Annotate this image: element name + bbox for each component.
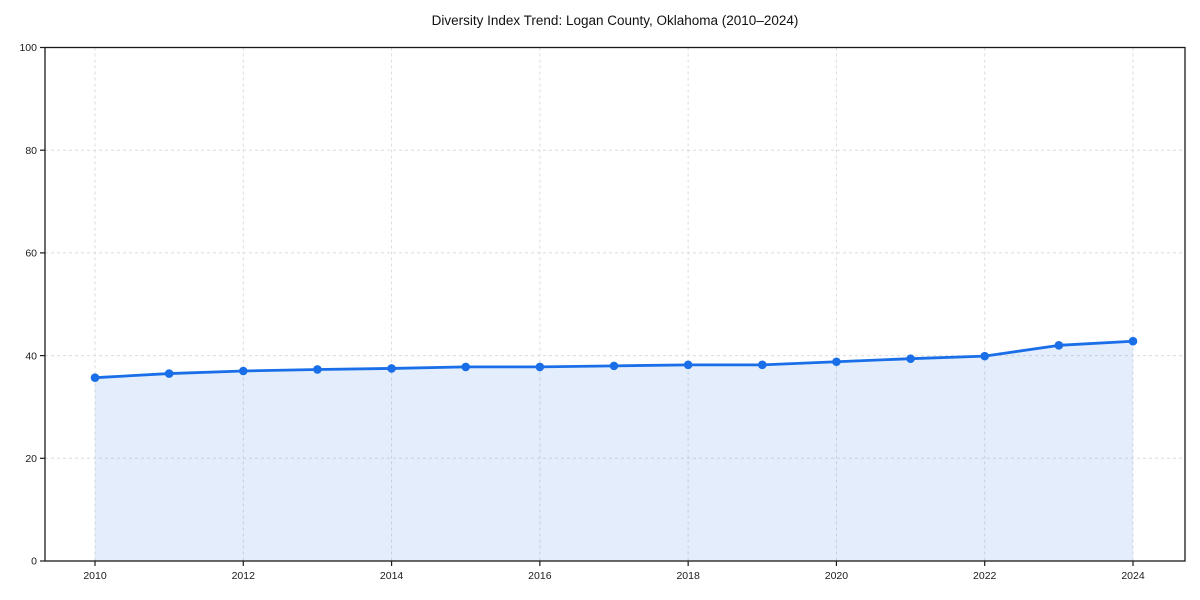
y-tick-label: 40 — [25, 350, 37, 362]
x-tick-label: 2024 — [1121, 570, 1145, 582]
x-tick-label: 2018 — [676, 570, 700, 582]
x-tick-label: 2010 — [83, 570, 107, 582]
area-fill — [95, 341, 1133, 561]
data-point-2011 — [164, 369, 174, 378]
data-point-2020 — [832, 357, 841, 367]
data-point-2010 — [90, 373, 100, 382]
y-tick-label: 0 — [31, 556, 37, 568]
data-point-2023 — [1054, 341, 1064, 350]
x-tick-label: 2016 — [528, 570, 552, 582]
data-point-2024 — [1128, 336, 1138, 346]
data-point-2015 — [461, 362, 471, 372]
data-point-2019 — [757, 360, 767, 370]
data-point-2017 — [609, 361, 619, 371]
chart-title: Diversity Index Trend: Logan County, Okl… — [431, 13, 799, 28]
y-tick-label: 100 — [19, 42, 37, 54]
y-tick-label: 60 — [25, 248, 37, 260]
data-point-2016 — [535, 362, 545, 372]
y-tick-label: 80 — [25, 145, 37, 157]
data-point-2014 — [387, 364, 396, 373]
data-point-2013 — [313, 365, 322, 374]
data-point-2022 — [980, 351, 990, 361]
x-tick-label: 2012 — [232, 570, 256, 582]
data-point-2021 — [906, 354, 915, 363]
plot-border — [44, 46, 1186, 562]
data-point-2018 — [683, 360, 693, 370]
data-point-2012 — [238, 366, 248, 376]
x-tick-label: 2014 — [380, 570, 404, 582]
y-tick-label: 20 — [25, 453, 37, 465]
x-tick-label: 2022 — [973, 570, 997, 582]
x-tick-label: 2020 — [825, 570, 849, 582]
